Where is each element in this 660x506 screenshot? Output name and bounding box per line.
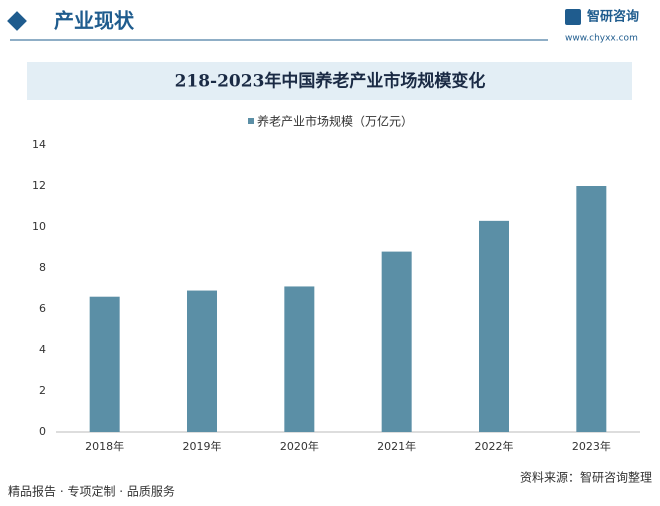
- legend-swatch: [248, 118, 254, 124]
- x-tick-label: 2022年: [475, 439, 514, 453]
- bar: [381, 251, 412, 432]
- x-tick-label: 2020年: [280, 439, 319, 453]
- bar: [479, 220, 509, 432]
- x-tick-label: 2019年: [183, 439, 222, 453]
- bar: [187, 290, 217, 432]
- legend-label: 养老产业市场规模（万亿元）: [257, 114, 413, 129]
- title-banner: [27, 62, 632, 100]
- y-tick-label: 2: [39, 384, 46, 397]
- footer-source: 资料来源：智研咨询整理: [520, 470, 652, 485]
- header-title: 产业现状: [54, 9, 135, 33]
- y-tick-label: 8: [39, 261, 46, 274]
- header-icon: [7, 11, 27, 31]
- bar: [89, 296, 120, 432]
- y-tick-label: 0: [39, 425, 46, 438]
- bar: [576, 186, 607, 432]
- x-tick-label: 2021年: [377, 439, 416, 453]
- bar: [284, 286, 315, 432]
- y-tick-label: 4: [39, 343, 46, 356]
- logo-name: 智研咨询: [587, 9, 639, 25]
- chart-title: 218-2023年中国养老产业市场规模变化: [175, 71, 486, 92]
- y-tick-label: 10: [32, 220, 46, 233]
- x-tick-label: 2023年: [572, 439, 611, 453]
- logo-icon: [565, 9, 581, 25]
- y-tick-label: 14: [32, 138, 46, 151]
- x-tick-label: 2018年: [85, 439, 124, 453]
- y-tick-label: 6: [39, 302, 46, 315]
- logo-url: www.chyxx.com: [565, 34, 638, 44]
- y-tick-label: 12: [32, 179, 46, 192]
- footer-slogan: 精品报告 · 专项定制 · 品质服务: [8, 484, 175, 499]
